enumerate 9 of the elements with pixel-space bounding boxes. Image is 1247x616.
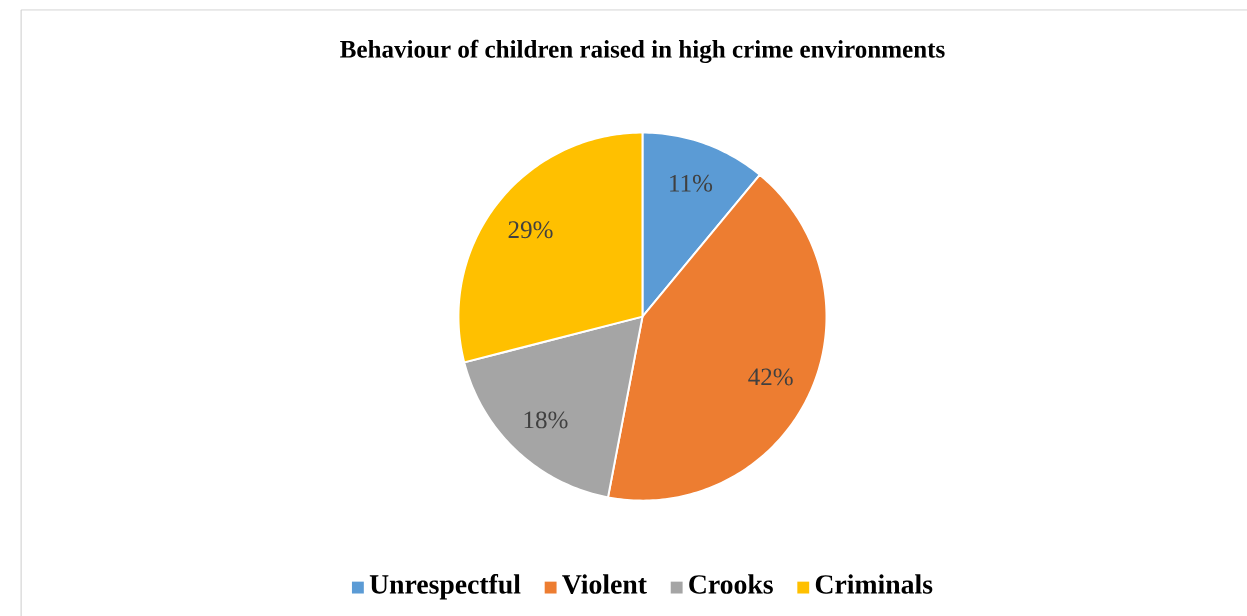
legend-label: Crooks (689, 574, 773, 594)
data-label: 29% (508, 221, 553, 239)
data-label: 18% (524, 411, 568, 429)
data-label: 42% (748, 368, 793, 386)
data-label: 11% (670, 174, 713, 192)
chart-title: Behaviour of children raised in high crime environments (340, 39, 945, 63)
legend-label: Criminals (815, 574, 933, 594)
legend-label: Unrespectful (369, 573, 521, 600)
legend-label: Violent (562, 574, 647, 594)
